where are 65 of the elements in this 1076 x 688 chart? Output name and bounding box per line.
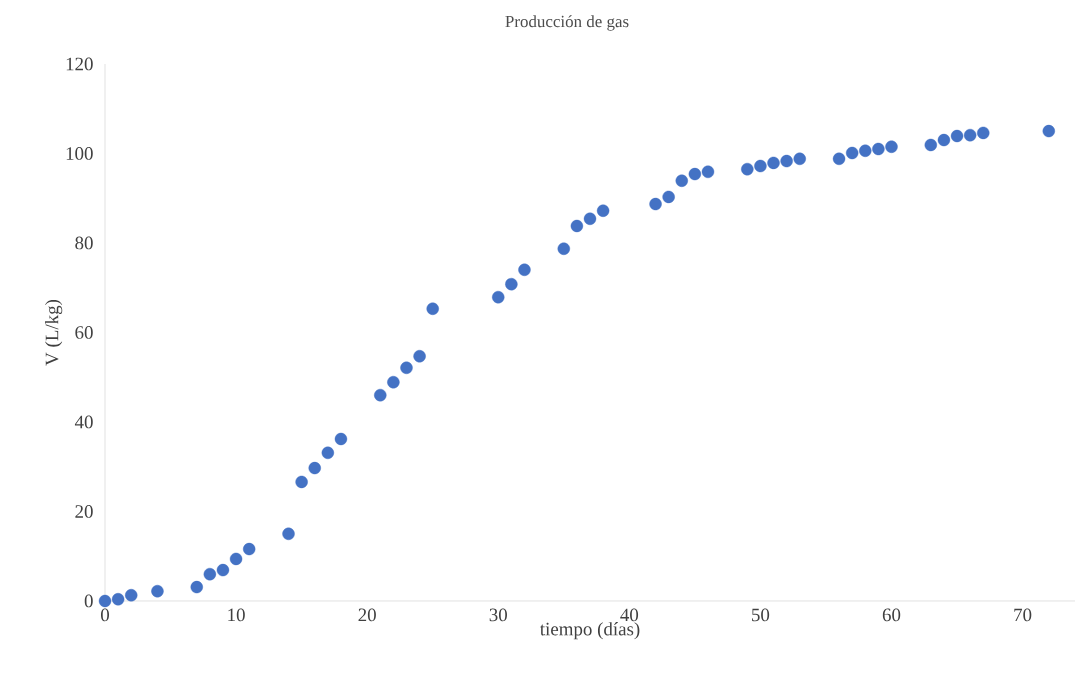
point	[518, 263, 531, 277]
point	[334, 432, 348, 446]
point	[832, 152, 846, 166]
point	[492, 290, 505, 304]
point	[649, 197, 662, 211]
point	[190, 580, 203, 594]
point	[583, 212, 597, 226]
x-tick-label: 30	[489, 608, 507, 622]
x-axis-title: tiempo (días)	[539, 622, 640, 640]
point	[937, 133, 951, 147]
point	[151, 584, 164, 598]
point	[963, 128, 977, 142]
point	[885, 140, 898, 153]
x-tick-label: 10	[228, 608, 245, 622]
point	[977, 126, 990, 140]
point	[321, 446, 335, 460]
point	[374, 388, 387, 402]
point	[859, 144, 872, 157]
point	[557, 242, 570, 255]
point	[596, 204, 610, 217]
point	[308, 461, 321, 475]
point	[872, 142, 885, 156]
point	[741, 162, 754, 176]
point	[282, 527, 295, 541]
point	[1042, 124, 1055, 138]
y-tick-label: 80	[75, 236, 93, 250]
point	[413, 350, 426, 363]
y-axis-title: V (L/kg)	[45, 299, 63, 366]
y-tick-label: 20	[75, 505, 93, 518]
point	[229, 552, 243, 566]
point	[701, 165, 715, 179]
point	[216, 563, 230, 577]
chart-title: Producción de gas	[505, 15, 629, 31]
point	[243, 542, 256, 556]
x-tick-label: 60	[882, 608, 901, 622]
point	[675, 174, 688, 187]
point	[426, 302, 439, 315]
point	[570, 219, 584, 233]
point	[125, 588, 138, 602]
y-tick-label: 100	[66, 147, 93, 160]
point	[688, 167, 702, 181]
point	[400, 361, 413, 375]
x-tick-label: 0	[101, 608, 110, 622]
y-tick-label: 40	[74, 415, 93, 429]
point	[793, 152, 806, 166]
point	[662, 190, 675, 204]
x-tick-label: 20	[358, 608, 376, 622]
x-tick-label: 50	[752, 608, 770, 622]
point	[924, 138, 938, 152]
point	[387, 375, 400, 389]
x-tick-label: 40	[620, 608, 639, 622]
point	[295, 475, 308, 489]
point	[780, 154, 793, 168]
point	[767, 156, 780, 170]
y-tick-label: 60	[75, 326, 93, 339]
point	[845, 146, 859, 160]
point	[950, 129, 964, 143]
y-tick-label: 0	[84, 594, 93, 608]
point	[98, 594, 112, 608]
point	[505, 277, 518, 291]
y-tick-label: 120	[66, 57, 93, 71]
point	[203, 567, 217, 581]
x-tick-label: 70	[1014, 608, 1032, 622]
point	[111, 592, 125, 606]
point	[754, 159, 767, 173]
